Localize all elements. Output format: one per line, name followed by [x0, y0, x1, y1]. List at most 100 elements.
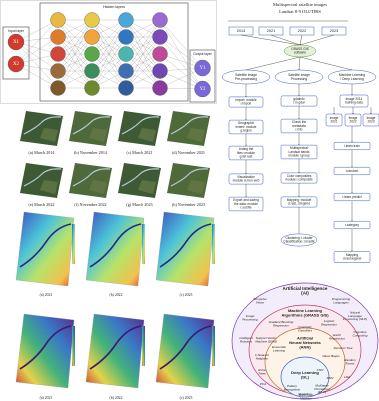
river — [23, 168, 62, 187]
label: 2023 — [330, 29, 338, 33]
terrain — [40, 180, 58, 194]
scene-image — [20, 163, 63, 198]
label: Classification: i.maxlik — [283, 240, 315, 244]
label: files: module — [237, 151, 255, 155]
connection — [57, 19, 93, 55]
label: r.import — [241, 102, 252, 106]
label: k-Nearest — [255, 353, 269, 357]
step-box — [339, 94, 369, 108]
hidden-node — [152, 46, 168, 62]
label: (MLP) — [318, 390, 326, 394]
label: (c) 2023 — [180, 396, 193, 400]
connection — [15, 41, 59, 89]
label: the data: module — [234, 202, 258, 206]
output-node — [194, 59, 211, 77]
label: Image — [246, 314, 255, 318]
label: Machine Learning — [288, 308, 323, 313]
label: (h) November 2023 — [172, 202, 205, 207]
label: Neural Networks — [289, 340, 321, 345]
label: GRASS GIS — [291, 47, 309, 51]
label: (d) November 2021 — [172, 150, 205, 155]
label: (a) March 2014 — [28, 150, 55, 155]
label: Ensemble — [272, 345, 286, 349]
label: Multilayer — [315, 383, 329, 387]
connection — [159, 36, 203, 90]
map-river — [19, 223, 72, 268]
label: Import: module — [235, 98, 256, 102]
label: Cognitive — [354, 330, 367, 334]
label: gdalinfo — [293, 97, 304, 101]
label: Processing — [242, 318, 258, 322]
hidden-node — [152, 80, 168, 96]
label: module i.composite — [285, 178, 313, 182]
map-image — [155, 313, 215, 389]
arrow — [245, 56, 301, 71]
map-river — [19, 325, 72, 370]
hidden-node — [50, 29, 66, 45]
map-image — [15, 211, 75, 287]
label: CNN — [317, 368, 324, 372]
label: Modelling — [298, 392, 312, 396]
label: Y2 — [199, 87, 206, 92]
label: r.out.file — [240, 205, 251, 209]
label: r.random — [346, 169, 359, 173]
label: Satellite Image — [288, 73, 310, 77]
label: (DL) — [301, 374, 310, 379]
river — [72, 168, 111, 187]
label: Boltzmann — [299, 393, 314, 397]
label: Y1 — [199, 66, 206, 71]
connection — [159, 36, 203, 69]
label: Forest — [346, 362, 355, 366]
connection — [159, 19, 203, 69]
connection — [57, 53, 93, 89]
input-node — [7, 33, 25, 51]
hidden-node — [50, 80, 66, 96]
label: Image — [367, 116, 376, 120]
map-legend — [212, 224, 215, 264]
label: Logistic — [324, 319, 335, 323]
label: Trees — [258, 372, 266, 376]
hidden-node — [84, 29, 100, 45]
hidden-node — [84, 80, 100, 96]
label: software — [294, 51, 306, 55]
label: extent: module — [236, 125, 257, 129]
label: d.rast, d.legend — [288, 202, 310, 206]
label: 2014 — [237, 29, 245, 33]
label: Computer — [253, 297, 268, 301]
output-node — [194, 80, 211, 98]
terrain — [89, 128, 107, 142]
label: Color composites — [287, 174, 312, 178]
connection — [125, 19, 161, 72]
terrain — [187, 180, 205, 194]
connection — [159, 19, 203, 90]
label: module i.group — [288, 153, 309, 157]
label: X2 — [13, 62, 20, 67]
label: module d.mon wx0 — [233, 179, 260, 183]
label: Processing — [291, 77, 307, 81]
label: Decision Tree — [334, 346, 353, 350]
label: Machine — [300, 397, 312, 401]
connection — [91, 19, 127, 55]
connection — [125, 53, 161, 89]
label: Regression — [321, 323, 337, 327]
connection — [125, 36, 161, 89]
label: Gradient Boosting — [269, 320, 294, 324]
label: Learning — [273, 349, 285, 353]
scene-image — [167, 163, 210, 198]
label: Languages — [333, 301, 349, 305]
label: 2022 — [349, 120, 356, 124]
hidden-node — [84, 63, 100, 79]
label: Machine Learning — [339, 73, 365, 77]
label: Naive Bayes — [322, 354, 340, 358]
label: (c) March 2021 — [126, 150, 152, 155]
label: Mapping: module — [287, 198, 312, 202]
label: Pre-processing — [235, 77, 257, 81]
label: Language — [348, 314, 362, 318]
map-legend — [212, 326, 215, 366]
scene-image — [20, 111, 63, 146]
connection — [15, 19, 59, 65]
label: i.learn.train — [344, 144, 360, 148]
connection — [91, 19, 127, 89]
arrow — [270, 34, 301, 46]
label: g.list rast — [240, 154, 253, 158]
